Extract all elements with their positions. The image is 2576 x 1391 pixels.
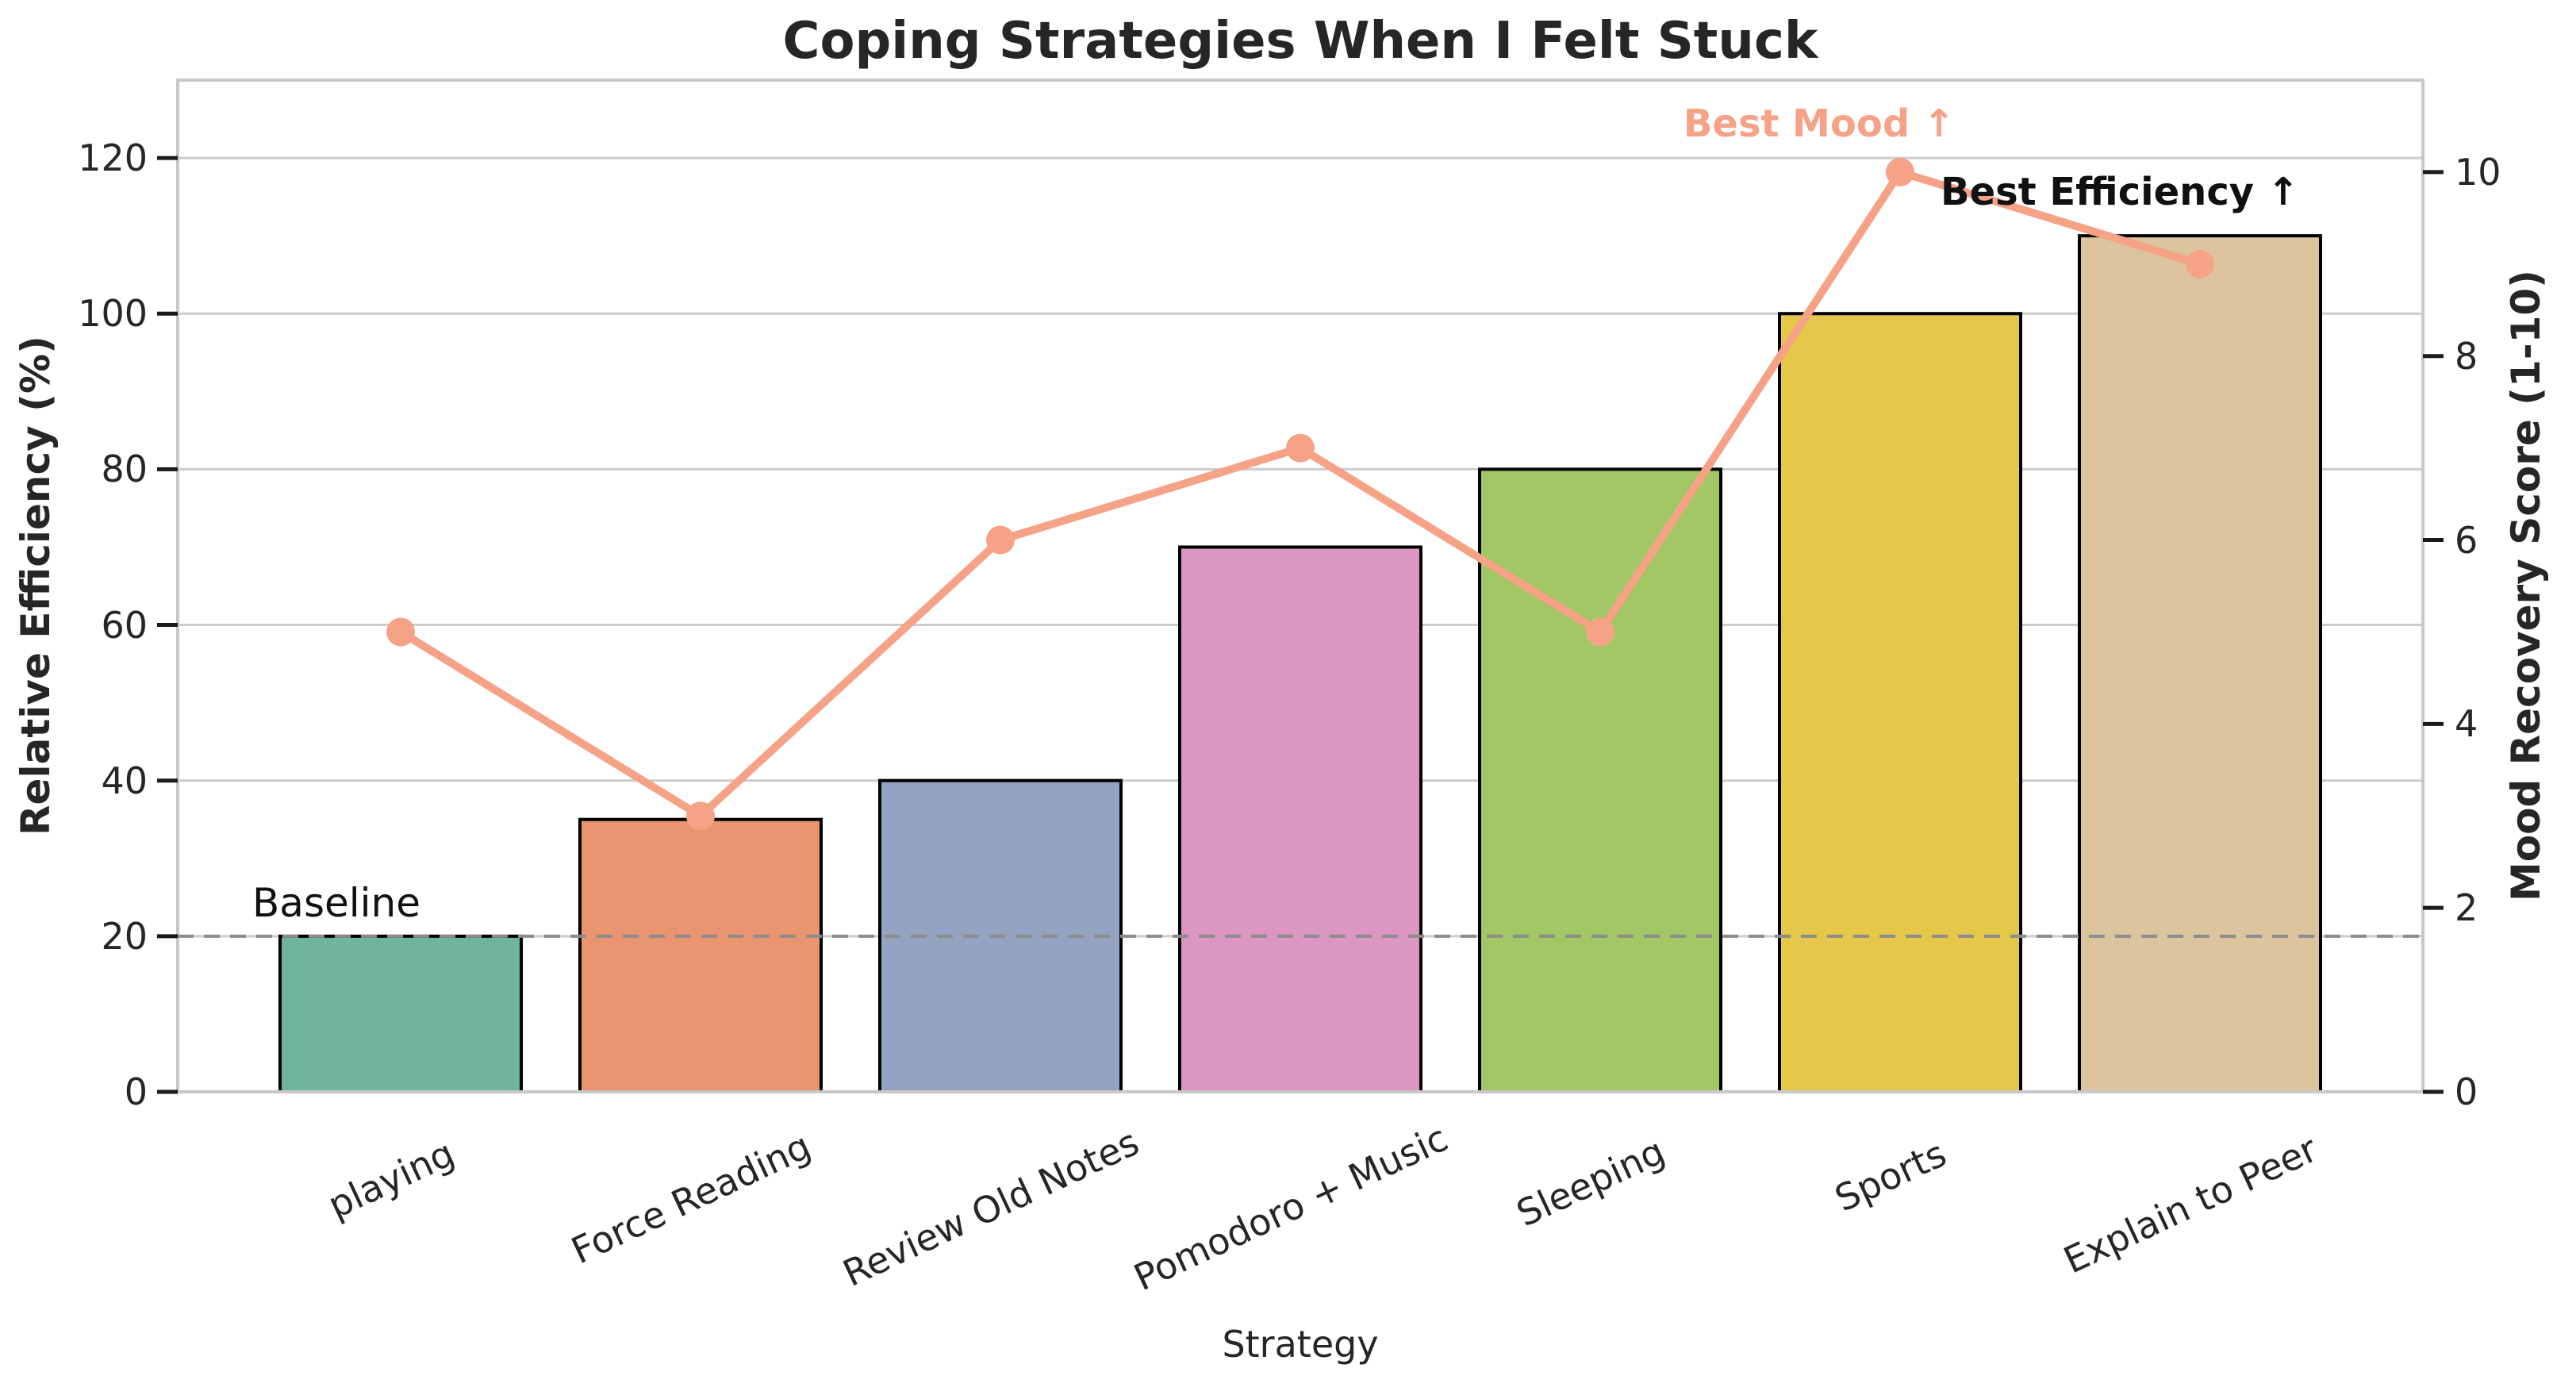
mood-marker-explain-to-peer [2186,249,2214,279]
left-tick-label-40: 40 [101,759,148,802]
left-tick-label-0: 0 [124,1070,148,1113]
bar-force-reading [578,817,823,1093]
best-mood-annotation: Best Mood ↑ [1683,102,1956,146]
right-tick-label-10: 10 [2455,150,2501,194]
mood-marker-pomodoro-music [1286,433,1315,463]
mood-marker-sleeping [1586,617,1614,647]
right-tick-label-0: 0 [2455,1070,2478,1113]
mood-marker-force-reading [686,801,715,831]
bar-explain-to-peer [2078,234,2322,1094]
y-axis-label-left: Relative Efficiency (%) [13,336,59,836]
chart-title: Coping Strategies When I Felt Stuck [782,12,1818,71]
mood-marker-review-old-notes [986,525,1015,555]
plot-frame [176,79,2424,1093]
y-axis-label-right: Mood Recovery Score (1-10) [2503,269,2549,902]
right-tick-label-4: 4 [2455,702,2478,746]
bar-sports [1778,312,2022,1093]
right-tick-label-8: 8 [2455,334,2478,378]
baseline-annotation: Baseline [252,880,420,926]
mood-marker-sports [1886,157,1914,186]
right-tick-label-6: 6 [2455,518,2478,562]
left-tick-label-20: 20 [101,914,148,958]
left-tick-label-100: 100 [78,292,148,336]
left-tick-label-120: 120 [78,136,148,180]
left-tick-label-80: 80 [101,448,148,491]
bar-pomodoro-music [1178,545,1422,1093]
left-tick-label-60: 60 [101,603,148,647]
bar-sleeping [1478,467,1722,1093]
best-efficiency-annotation: Best Efficiency ↑ [1941,170,2299,214]
bar-playing [278,934,523,1094]
right-tick-label-2: 2 [2455,886,2478,930]
mood-marker-playing [386,617,415,647]
x-axis-label: Strategy [1222,1323,1379,1366]
